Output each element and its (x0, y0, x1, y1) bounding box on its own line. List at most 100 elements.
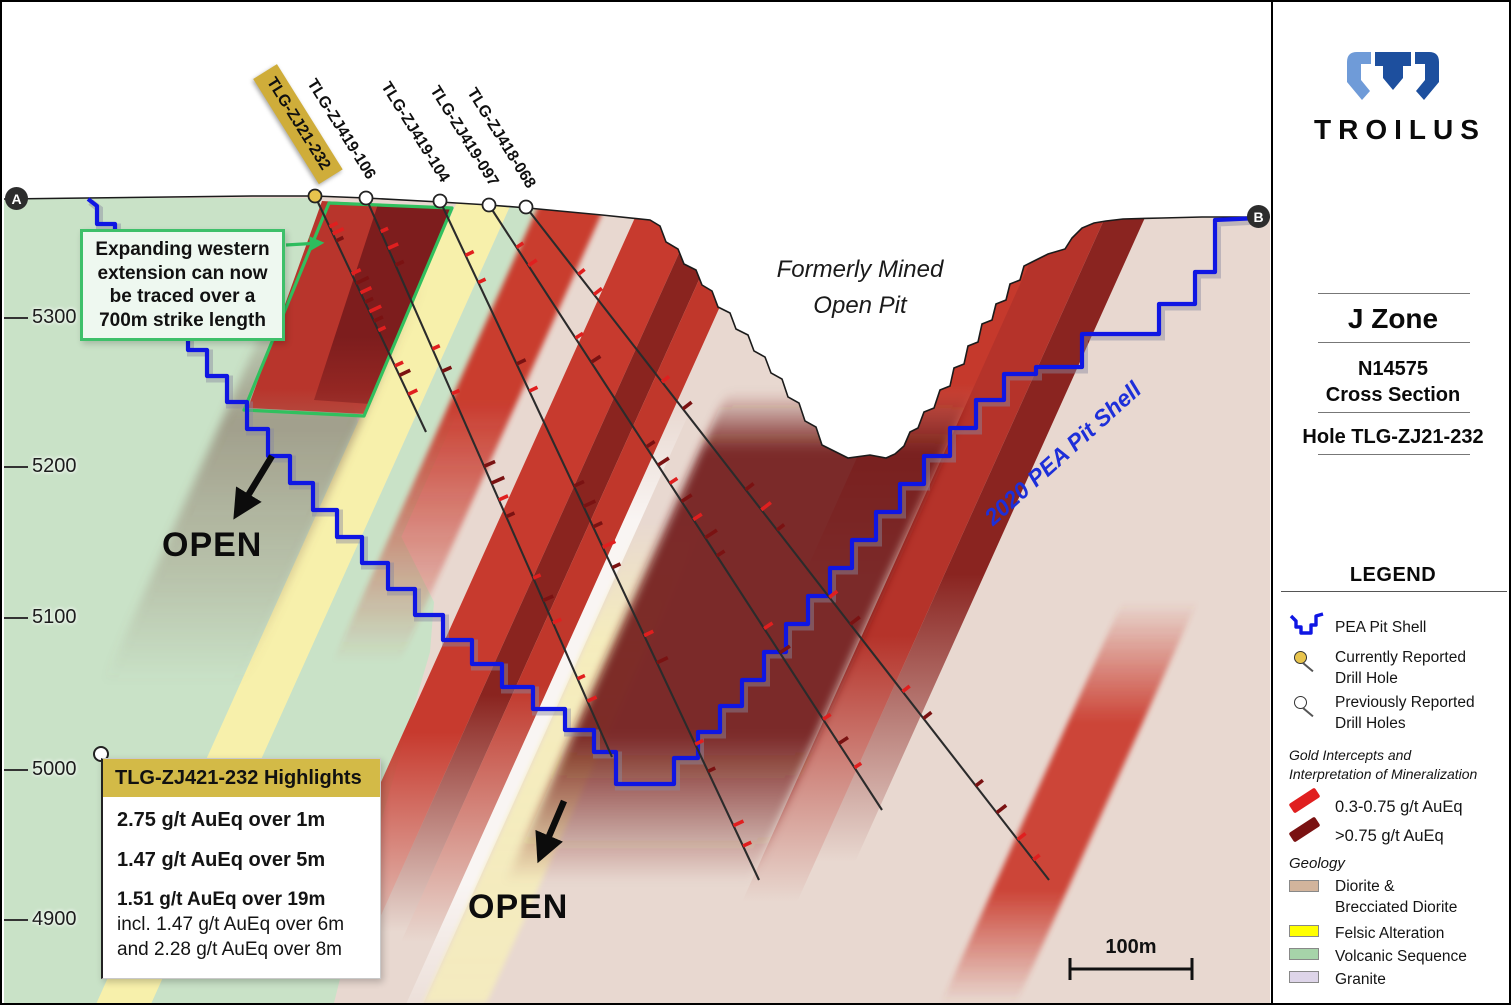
elevation-ticks (4, 317, 28, 921)
current-hole-icon (1294, 651, 1314, 673)
maroon-band-i (814, 196, 1179, 862)
intercept-tick (350, 267, 362, 276)
intercept-tick (387, 242, 399, 250)
intercept-tick (498, 494, 509, 502)
red-band-e (400, 196, 794, 942)
intercept-low-icon (1288, 787, 1321, 814)
intercept-tick (922, 710, 933, 720)
highlights-items: 2.75 g/t AuEq over 1m 1.47 g/t AuEq over … (103, 797, 380, 978)
intercept-tick (853, 761, 863, 770)
intercept-tick (901, 684, 911, 693)
red-band-c (299, 196, 729, 962)
open-arrow-west (233, 454, 275, 520)
intercept-tick (359, 286, 373, 295)
intercept-tick (528, 385, 539, 393)
brand-name: TROILUS (1314, 114, 1486, 145)
troilus-logo (1273, 46, 1509, 115)
intercept-tick (611, 562, 622, 570)
intercept-tick (995, 803, 1008, 815)
intercept-tick (394, 360, 404, 368)
intercept-tick (398, 368, 411, 377)
intercept-tick (704, 528, 718, 540)
intercept-tick (451, 388, 461, 396)
highlight-intercept: and 2.28 g/t AuEq over 8m (117, 939, 342, 960)
section-number: N14575 (1357, 358, 1429, 380)
annotation-arrow (285, 236, 325, 251)
highlights-box: TLG-ZJ421-232 Highlights 2.75 g/t AuEq o… (101, 758, 381, 979)
white-sliver-band (406, 402, 694, 1003)
intercept-tick (760, 501, 772, 512)
divider (1318, 454, 1470, 455)
geology-label: Granite (1335, 971, 1386, 988)
dark-mineralized-mass (505, 392, 972, 882)
divider (1318, 342, 1470, 343)
intercepts-heading-line2: Interpretation of Mineralization (1289, 766, 1478, 782)
intercept-tick (355, 275, 370, 285)
intercept-tick (692, 512, 703, 522)
intercept-tick (328, 221, 339, 229)
intercept-tick (364, 296, 374, 304)
geology-label-row: Diorite & Brecciated Diorite (1335, 876, 1457, 918)
current-hole-label: Currently Reported Drill Hole (1335, 647, 1466, 689)
divider (1318, 412, 1470, 413)
intercept-tick (527, 258, 538, 268)
geology-swatch (1289, 925, 1319, 937)
intercept-tick (849, 615, 861, 626)
geology-swatch (1289, 948, 1319, 960)
elevation-label: 5000 (32, 758, 77, 780)
geology-label-row: Granite (1335, 969, 1386, 990)
geology-label: Felsic Alteration (1335, 925, 1445, 942)
intercept-tick (744, 482, 755, 492)
intercept-high-label: >0.75 g/t AuEq (1335, 827, 1444, 845)
intercept-tick (368, 304, 382, 314)
highlight-intercept: 1.51 g/t AuEq over 19m (117, 889, 326, 910)
pit-shell-legend-icon (1289, 612, 1324, 635)
section-label: Cross Section (1325, 384, 1461, 406)
intercept-tick (573, 479, 585, 488)
highlight-intercept: incl. 1.47 g/t AuEq over 6m (117, 914, 345, 935)
open-label-west: OPEN (162, 526, 263, 564)
intercept-tick (505, 511, 516, 519)
intercept-tick (331, 227, 345, 236)
intercept-tick (532, 573, 542, 580)
intercept-tick (974, 778, 984, 788)
intercept-tick (490, 475, 505, 485)
current-hole-line2: Drill Hole (1335, 670, 1398, 687)
title-legend-sidebar: TROILUS J Zone N14575 Cross Section Hole… (1271, 2, 1509, 1003)
intercept-tick (483, 459, 496, 468)
intercept-tick (656, 655, 669, 665)
previous-collar-marker (518, 199, 534, 215)
geology-swatch (1289, 971, 1319, 983)
intercept-tick (732, 819, 745, 828)
cross-section-panel: A B 5300 5200 5100 5000 4900 TLG-ZJ21-232 TLG… (2, 2, 1271, 1003)
annotation-box: Expanding western extension can now be t… (80, 229, 285, 342)
intercept-tick (822, 712, 832, 721)
section-marker-b: B (1247, 205, 1270, 228)
intercepts-heading: Gold Intercepts and Interpretation of Mi… (1289, 746, 1477, 784)
intercept-tick (828, 589, 839, 599)
intercept-tick (515, 358, 527, 366)
geology-label-row: Felsic Alteration (1335, 923, 1444, 944)
drill-trace (525, 206, 1050, 881)
geology-label-row: Volcanic Sequence (1335, 946, 1467, 967)
troilus-logo-icon (1347, 52, 1439, 100)
drill-hole-traces (307, 188, 1050, 881)
intercept-tick (542, 594, 554, 603)
intercept-tick (373, 315, 384, 323)
intercept-high-icon (1288, 816, 1321, 843)
intercept-tick (515, 241, 525, 249)
intercept-tick (394, 259, 405, 267)
intercept-tick (680, 493, 693, 503)
highlight-intercept: 2.75 g/t AuEq over 1m (117, 809, 326, 831)
zone-title: J Zone (1347, 303, 1439, 334)
maroon-core-hole232 (314, 204, 452, 404)
intercept-tick (643, 629, 654, 638)
intercept-tick (552, 617, 562, 625)
formerly-mined-label: Formerly Mined Open Pit (744, 252, 976, 324)
previous-collar-marker (358, 190, 374, 206)
intercept-tick (1016, 832, 1027, 842)
red-band-h (741, 196, 1139, 902)
intercept-tick (582, 499, 597, 509)
previous-holes-line2: Drill Holes (1335, 715, 1406, 732)
